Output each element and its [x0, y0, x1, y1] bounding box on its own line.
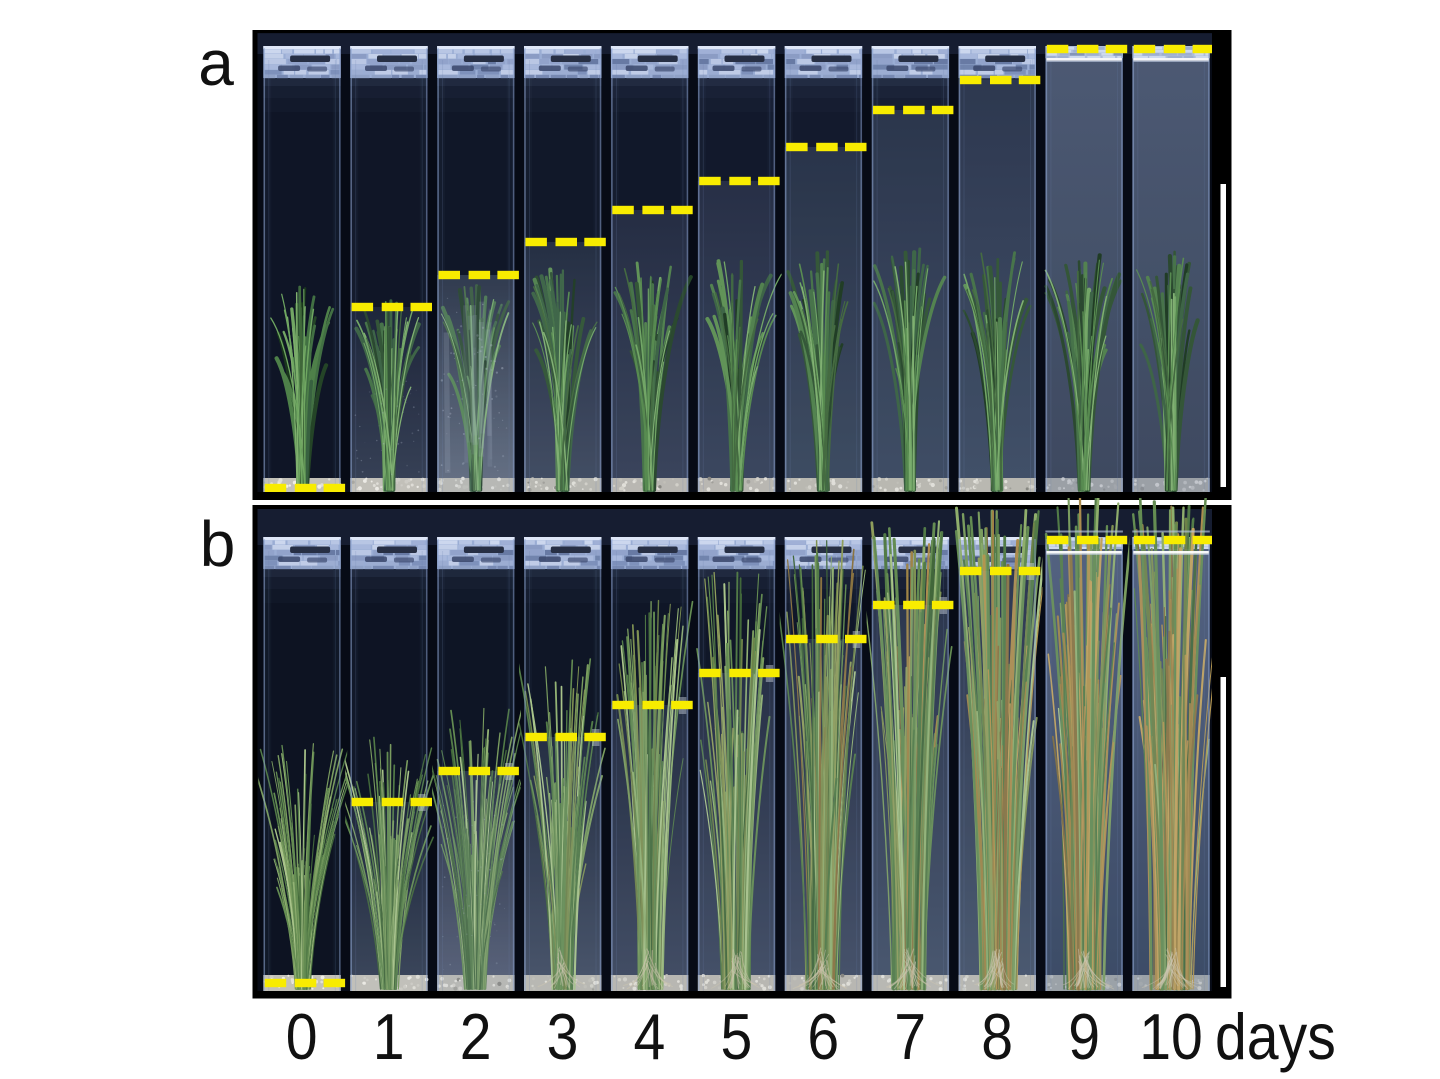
svg-text:a: a: [198, 27, 234, 99]
svg-text:2: 2: [460, 1001, 492, 1073]
svg-text:4: 4: [633, 1001, 665, 1073]
svg-text:5: 5: [720, 1001, 752, 1073]
svg-text:6: 6: [807, 1001, 839, 1073]
svg-text:b: b: [200, 508, 236, 580]
svg-text:9: 9: [1068, 1001, 1100, 1073]
svg-text:7: 7: [894, 1001, 926, 1073]
svg-text:1: 1: [373, 1001, 405, 1073]
svg-text:0: 0: [286, 1001, 318, 1073]
svg-text:8: 8: [981, 1001, 1013, 1073]
svg-text:days: days: [1215, 1001, 1336, 1073]
svg-text:10: 10: [1139, 1001, 1203, 1073]
svg-text:3: 3: [547, 1001, 579, 1073]
